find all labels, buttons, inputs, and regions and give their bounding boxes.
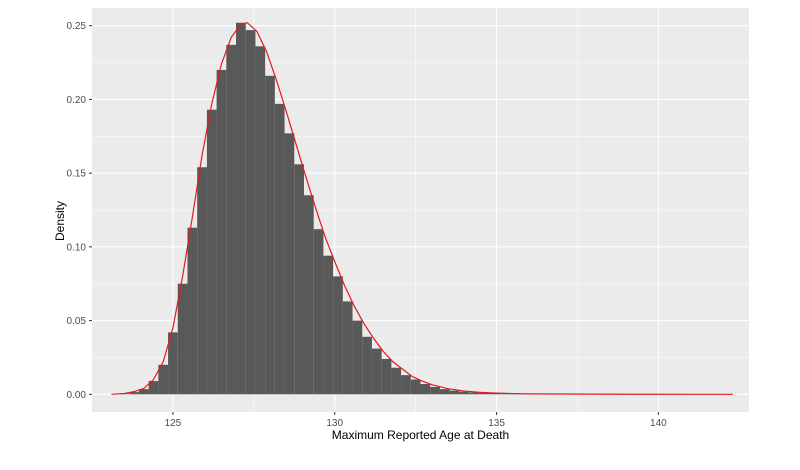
histogram-bar — [226, 44, 237, 395]
histogram-bar — [168, 332, 178, 395]
histogram-bar — [430, 386, 440, 395]
histogram-bar — [284, 133, 295, 395]
histogram-bar — [236, 22, 246, 395]
histogram-bar — [352, 320, 363, 395]
x-axis-ticks: 125 130 135 140 — [165, 412, 667, 429]
histogram-bar — [420, 383, 431, 395]
x-tick-label: 125 — [165, 418, 182, 429]
histogram-bar — [129, 392, 139, 395]
histogram-bar — [439, 389, 450, 395]
histogram-bar — [158, 364, 169, 395]
histogram-bar — [478, 392, 489, 395]
histogram-bar — [206, 109, 217, 395]
y-tick-label: 0.25 — [67, 21, 87, 32]
histogram-bar — [469, 392, 479, 395]
histogram-bar — [498, 393, 508, 395]
y-tick-label: 0.20 — [67, 95, 87, 106]
histogram-bar — [187, 227, 198, 395]
x-tick-label: 135 — [488, 418, 505, 429]
histogram-bar — [449, 390, 460, 395]
histogram-bar — [294, 164, 304, 395]
histogram-bar — [265, 75, 275, 395]
histogram-bar — [255, 46, 266, 395]
histogram-bar — [274, 103, 285, 395]
histogram-bar — [488, 393, 499, 395]
histogram-bar — [148, 381, 159, 395]
x-tick-label: 140 — [650, 418, 667, 429]
y-tick-label: 0.00 — [67, 390, 87, 401]
y-axis-title: Density — [53, 201, 67, 241]
histogram-bar — [177, 283, 188, 395]
histogram-bar — [381, 358, 392, 395]
density-line — [111, 22, 733, 395]
histogram-bar — [362, 336, 372, 395]
histogram-bar — [391, 367, 402, 395]
histogram-bar — [333, 276, 343, 395]
y-tick-label: 0.15 — [67, 169, 87, 180]
x-tick-label: 130 — [326, 418, 343, 429]
histogram-bar — [216, 69, 227, 395]
histogram-bar — [245, 30, 256, 395]
histogram-bar — [197, 167, 207, 395]
x-axis-title: Maximum Reported Age at Death — [332, 428, 509, 442]
histogram-bar — [410, 379, 421, 395]
histogram-bar — [323, 255, 334, 395]
histogram-bar — [401, 375, 411, 395]
histogram-bar — [342, 301, 353, 395]
histogram-bar — [138, 389, 149, 395]
histogram-bars — [119, 22, 596, 395]
histogram-bar — [313, 229, 324, 395]
histogram-bar — [459, 391, 470, 395]
histogram-bar — [371, 348, 382, 395]
y-tick-label: 0.05 — [67, 316, 87, 327]
y-tick-label: 0.10 — [67, 242, 87, 253]
histogram-bar — [303, 195, 314, 395]
y-axis-ticks: 0.00 0.05 0.10 0.15 0.20 0.25 — [67, 21, 92, 401]
